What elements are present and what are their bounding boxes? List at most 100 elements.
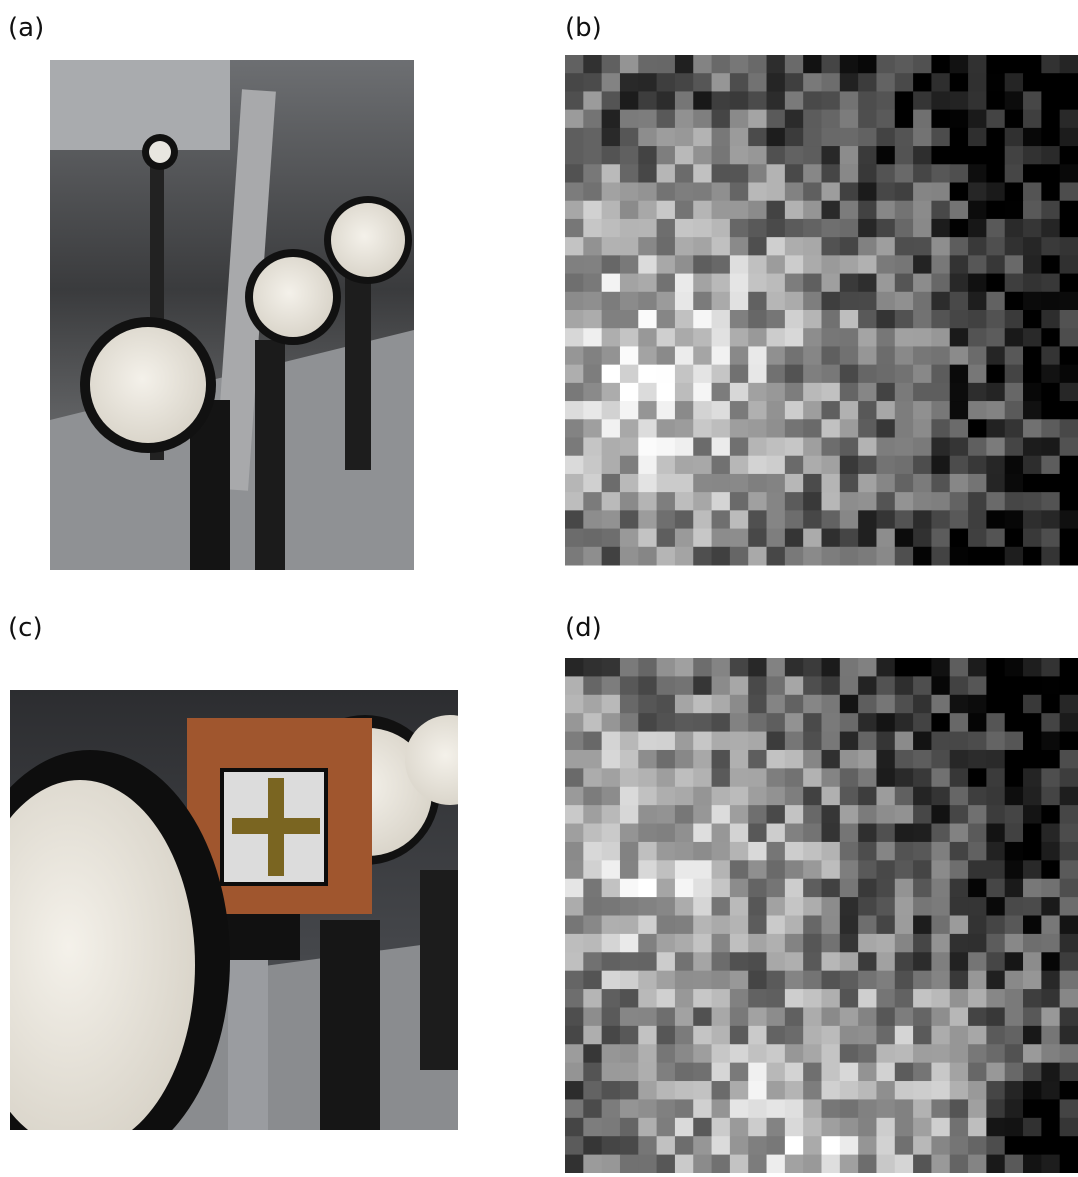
pixel — [657, 750, 676, 769]
pixel — [620, 164, 639, 183]
pixel — [748, 676, 767, 695]
pixel — [913, 328, 932, 347]
pixel — [895, 842, 914, 861]
pixel — [822, 146, 841, 165]
pixel — [986, 787, 1005, 806]
pixel — [565, 529, 584, 548]
pixel — [565, 1081, 584, 1100]
pixel — [602, 1026, 621, 1045]
pixel — [858, 237, 877, 256]
pixel — [1023, 1099, 1042, 1118]
pixel — [822, 529, 841, 548]
pixel — [693, 383, 712, 402]
pixel — [583, 916, 602, 935]
pixel — [1023, 805, 1042, 824]
pixel — [712, 952, 731, 971]
pixel — [748, 219, 767, 238]
pixel — [785, 676, 804, 695]
pixel — [803, 1026, 822, 1045]
pixel — [858, 419, 877, 438]
pixel — [876, 916, 895, 935]
pixel — [986, 328, 1005, 347]
pixel — [895, 419, 914, 438]
pixel — [858, 842, 877, 861]
pixel — [840, 474, 859, 493]
pixel — [1060, 732, 1078, 751]
pixel — [840, 1136, 859, 1155]
pixel — [968, 292, 987, 311]
pixel — [767, 346, 786, 365]
pixel — [913, 1063, 932, 1082]
pixel — [565, 492, 584, 511]
pixel — [858, 292, 877, 311]
pixel — [950, 55, 969, 74]
pixel — [638, 164, 657, 183]
pixel — [840, 1026, 859, 1045]
pixel — [748, 164, 767, 183]
pixel — [950, 328, 969, 347]
pixel — [620, 219, 639, 238]
pixel — [895, 897, 914, 916]
pixel — [565, 91, 584, 110]
pixel — [730, 989, 749, 1008]
pixel — [602, 310, 621, 329]
pixel — [968, 732, 987, 751]
pixel — [858, 274, 877, 293]
pixel — [638, 456, 657, 475]
pixel — [931, 1026, 950, 1045]
pixel — [950, 1136, 969, 1155]
pixel — [858, 879, 877, 898]
pixel — [840, 219, 859, 238]
pixel — [968, 401, 987, 420]
pixel — [986, 750, 1005, 769]
pixel — [1060, 1063, 1078, 1082]
pixel — [675, 805, 694, 824]
pixel — [895, 768, 914, 787]
pixel — [858, 110, 877, 129]
pixel — [712, 146, 731, 165]
pixel — [767, 55, 786, 74]
pixel — [968, 164, 987, 183]
pixel — [602, 1136, 621, 1155]
pixel — [876, 547, 895, 566]
pixel — [803, 146, 822, 165]
pixel — [950, 971, 969, 990]
pixel — [1023, 750, 1042, 769]
pixel — [583, 842, 602, 861]
pixel — [693, 146, 712, 165]
pixel — [638, 401, 657, 420]
pixel — [895, 146, 914, 165]
pixel — [620, 55, 639, 74]
pixel — [1005, 805, 1024, 824]
pixel — [675, 1044, 694, 1063]
pixel — [895, 1044, 914, 1063]
pixel — [657, 237, 676, 256]
pixel — [986, 383, 1005, 402]
pixel — [638, 897, 657, 916]
pixel — [822, 510, 841, 529]
pixel — [1005, 676, 1024, 695]
pixel — [1041, 713, 1060, 732]
pixel — [968, 529, 987, 548]
pixel — [913, 292, 932, 311]
pixel — [1041, 842, 1060, 861]
pixel — [913, 952, 932, 971]
pixel — [565, 1007, 584, 1026]
pixel — [730, 952, 749, 971]
pixel — [968, 219, 987, 238]
pixel — [986, 1026, 1005, 1045]
pixel — [858, 492, 877, 511]
pixel — [950, 547, 969, 566]
pixel — [785, 492, 804, 511]
pixel — [840, 860, 859, 879]
pixel — [840, 128, 859, 147]
pixel — [895, 805, 914, 824]
pixel — [1060, 750, 1078, 769]
pixel — [1060, 73, 1078, 92]
pixel — [931, 274, 950, 293]
pixel — [931, 219, 950, 238]
pixel — [931, 971, 950, 990]
pixel — [1060, 91, 1078, 110]
pixel — [730, 1136, 749, 1155]
pixel — [822, 1099, 841, 1118]
